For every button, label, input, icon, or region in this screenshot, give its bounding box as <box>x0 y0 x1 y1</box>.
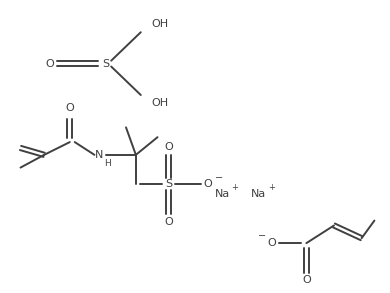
Text: O: O <box>46 59 55 69</box>
Text: N: N <box>95 150 104 160</box>
Text: O: O <box>66 103 74 113</box>
Text: O: O <box>268 238 276 248</box>
Text: O: O <box>164 142 173 152</box>
Text: OH: OH <box>152 19 169 29</box>
Text: −: − <box>215 173 223 183</box>
Text: H: H <box>104 159 111 168</box>
Text: S: S <box>103 59 110 69</box>
Text: O: O <box>164 217 173 226</box>
Text: Na: Na <box>215 189 230 199</box>
Text: +: + <box>232 183 238 192</box>
Text: +: + <box>268 183 275 192</box>
Text: O: O <box>302 275 311 285</box>
Text: Na: Na <box>251 189 266 199</box>
Text: S: S <box>165 179 172 189</box>
Text: −: − <box>258 231 266 241</box>
Text: OH: OH <box>152 98 169 108</box>
Text: O: O <box>204 179 212 189</box>
